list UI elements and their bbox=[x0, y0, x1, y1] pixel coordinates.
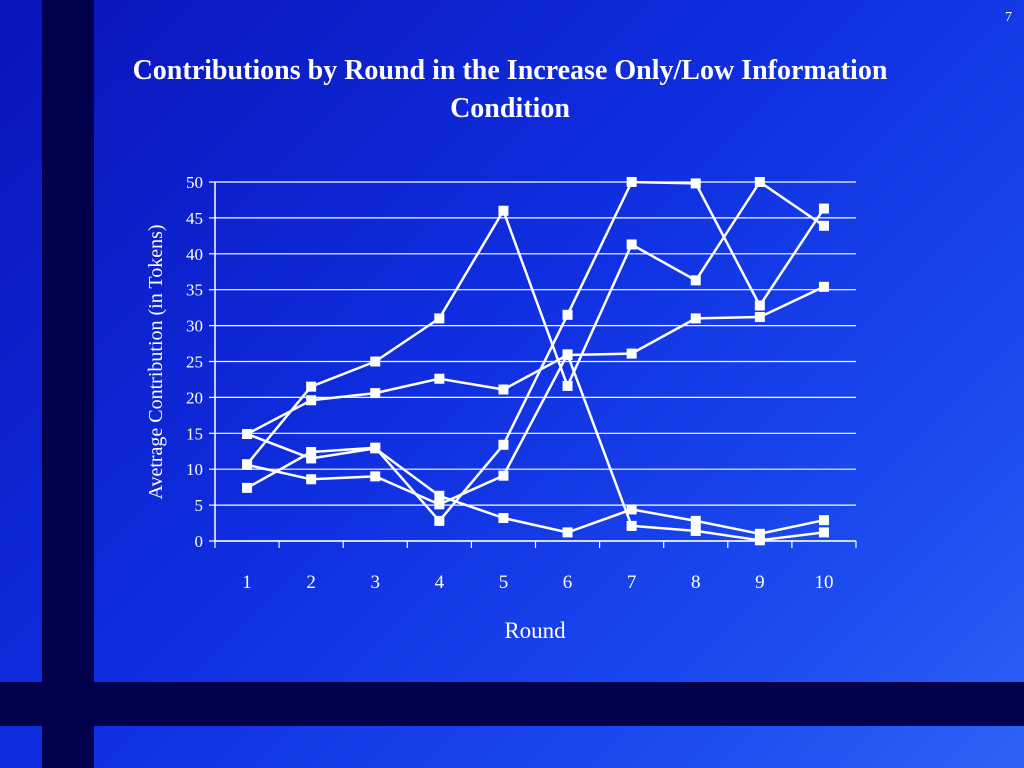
data-point bbox=[562, 380, 573, 391]
x-tick-label: 1 bbox=[242, 572, 252, 593]
x-axis-label: Round bbox=[504, 618, 566, 643]
data-point bbox=[434, 499, 445, 510]
data-point bbox=[306, 446, 317, 457]
data-point bbox=[690, 515, 701, 526]
y-tick-label: 20 bbox=[186, 388, 203, 407]
data-point bbox=[498, 513, 509, 524]
x-tick-label: 9 bbox=[755, 572, 765, 593]
x-tick-label: 5 bbox=[499, 572, 509, 593]
x-tick-label: 2 bbox=[306, 572, 316, 593]
data-point bbox=[626, 239, 637, 250]
data-point bbox=[626, 504, 637, 515]
y-tick-label: 30 bbox=[186, 317, 203, 336]
y-tick-label: 40 bbox=[186, 245, 203, 264]
data-point bbox=[562, 309, 573, 320]
data-point bbox=[626, 177, 637, 187]
y-axis-label: Avetrage Contribution (in Tokens) bbox=[145, 224, 167, 499]
data-point bbox=[434, 313, 445, 324]
data-point bbox=[754, 535, 765, 546]
series-line-1 bbox=[246, 180, 825, 465]
data-point bbox=[818, 281, 829, 292]
series-line-2 bbox=[246, 180, 825, 523]
series-line-3 bbox=[246, 285, 825, 436]
y-tick-label: 45 bbox=[186, 209, 203, 228]
data-point bbox=[370, 356, 381, 367]
data-point bbox=[434, 373, 445, 384]
y-tick-label: 25 bbox=[186, 353, 203, 372]
y-tick-label: 10 bbox=[186, 460, 203, 479]
data-point bbox=[434, 515, 445, 526]
data-point bbox=[626, 348, 637, 359]
data-point bbox=[754, 177, 765, 187]
data-point bbox=[690, 275, 701, 286]
y-tick-label: 0 bbox=[195, 532, 204, 551]
x-tick-label: 4 bbox=[435, 572, 445, 593]
data-point bbox=[754, 300, 765, 311]
data-point bbox=[562, 527, 573, 538]
data-point bbox=[562, 349, 573, 360]
x-tick-label: 8 bbox=[691, 572, 701, 593]
data-point bbox=[498, 470, 509, 481]
data-point bbox=[498, 439, 509, 450]
y-tick-label: 35 bbox=[186, 281, 203, 300]
y-tick-label: 5 bbox=[195, 496, 204, 515]
y-tick-label: 50 bbox=[186, 173, 203, 192]
series-line-4 bbox=[246, 353, 825, 542]
data-point bbox=[306, 381, 317, 392]
chart-title: Contributions by Round in the Increase O… bbox=[132, 55, 888, 124]
decorative-vertical-stripe bbox=[42, 0, 94, 768]
data-point bbox=[370, 443, 381, 454]
data-point bbox=[242, 482, 253, 493]
x-tick-label: 10 bbox=[814, 572, 833, 593]
data-point bbox=[818, 515, 829, 526]
x-tick-label: 6 bbox=[563, 572, 573, 593]
data-point bbox=[818, 203, 829, 214]
data-point bbox=[754, 311, 765, 322]
data-point bbox=[370, 388, 381, 399]
data-point bbox=[434, 490, 445, 501]
data-point bbox=[306, 453, 317, 464]
data-point bbox=[306, 395, 317, 406]
data-point bbox=[242, 459, 253, 470]
slide-number: 7 bbox=[1005, 10, 1012, 25]
y-tick-label: 15 bbox=[186, 424, 203, 443]
data-point bbox=[818, 527, 829, 538]
data-point bbox=[690, 525, 701, 536]
x-tick-label: 3 bbox=[371, 572, 381, 593]
data-point bbox=[370, 471, 381, 482]
decorative-horizontal-stripe bbox=[0, 682, 1024, 726]
data-point bbox=[242, 429, 253, 440]
data-point bbox=[690, 313, 701, 324]
data-point bbox=[626, 520, 637, 531]
data-point bbox=[754, 528, 765, 539]
data-point bbox=[498, 205, 509, 216]
data-point bbox=[498, 384, 509, 395]
data-point bbox=[690, 178, 701, 189]
data-point bbox=[306, 474, 317, 485]
series-line-5 bbox=[246, 432, 825, 536]
data-point bbox=[818, 220, 829, 231]
x-tick-label: 7 bbox=[627, 572, 637, 593]
